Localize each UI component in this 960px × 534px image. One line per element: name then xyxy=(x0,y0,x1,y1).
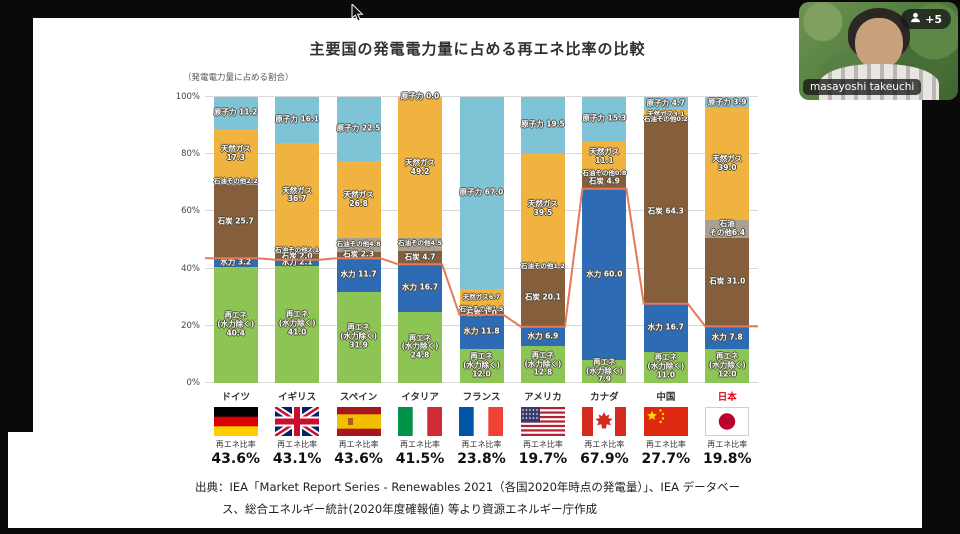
country-usa: アメリカ再エネ比率 19.7% xyxy=(512,389,573,467)
country-name-usa: アメリカ xyxy=(524,392,562,403)
source-line-1: 出典：IEA「Market Report Series - Renewables… xyxy=(195,480,741,494)
ytick-60: 60% xyxy=(181,206,200,217)
bar-japan: 原子力 3.9 天然ガス 39.0 石油 その他6.4 石炭 31.0 水力 7.8 再エネ(… xyxy=(705,97,750,383)
flag-china-icon xyxy=(635,407,696,436)
participant-face xyxy=(854,18,903,70)
ratio-label-france: 再エネ比率 xyxy=(461,440,502,449)
ratio-label-germany: 再エネ比率 xyxy=(215,440,256,449)
flag-france-icon xyxy=(451,407,512,436)
country-china: 中国再エネ比率 27.7% xyxy=(635,389,696,467)
ytick-0: 0% xyxy=(186,378,201,388)
ratio-label-japan: 再エネ比率 xyxy=(707,440,748,449)
country-name-canada: カナダ xyxy=(590,392,619,403)
ratio-value-uk: 43.1% xyxy=(272,451,322,467)
ratio-value-japan: 19.8% xyxy=(702,451,752,467)
ratio-value-france: 23.8% xyxy=(457,451,506,467)
ytick-20: 20% xyxy=(181,320,200,331)
ytick-100: 100% xyxy=(175,92,200,102)
renewable-ratio-line xyxy=(205,187,758,328)
ratio-label-china: 再エネ比率 xyxy=(645,440,686,449)
ratio-value-italy: 41.5% xyxy=(395,451,445,467)
country-name-spain: スペイン xyxy=(339,392,378,403)
country-name-germany: ドイツ xyxy=(221,392,250,403)
shared-slide: 主要国の発電電力量に占める再エネ比率の比較 （発電電力量に占める割合） 原子力 … xyxy=(33,18,922,528)
y-axis-caption: （発電電力量に占める割合） xyxy=(183,73,294,83)
country-uk: イギリス再エネ比率 43.1% xyxy=(266,389,327,467)
segment-japan-coal: 石炭 31.0 xyxy=(705,237,750,327)
person-icon xyxy=(910,12,921,26)
screen-share-edge xyxy=(8,432,33,528)
segment-canada-hydro: 水力 60.0 xyxy=(582,188,627,361)
country-name-china: 中国 xyxy=(656,392,676,403)
country-spain: スペイン再エネ比率 43.6% xyxy=(328,389,389,467)
mouse-cursor-icon xyxy=(351,2,364,26)
ratio-label-canada: 再エネ比率 xyxy=(584,440,625,449)
country-name-uk: イギリス xyxy=(278,392,317,403)
country-name-france: フランス xyxy=(462,392,501,403)
participants-overflow-count: +5 xyxy=(925,12,942,26)
country-canada: カナダ再エネ比率 67.9% xyxy=(574,389,635,467)
ratio-label-spain: 再エネ比率 xyxy=(338,440,379,449)
ytick-80: 80% xyxy=(181,149,200,160)
flag-italy-icon xyxy=(389,407,450,436)
flag-japan-icon xyxy=(697,407,758,436)
ratio-label-uk: 再エネ比率 xyxy=(277,440,318,449)
segment-usa-coal: 石炭 20.1 xyxy=(520,269,565,327)
country-japan: 日本再エネ比率 19.8% xyxy=(697,389,758,467)
ratio-label-usa: 再エネ比率 xyxy=(522,440,563,449)
bar-italy: 原子力 0.0 天然ガス 49.2 石油その他4.5 石炭 4.7 水力 16.7 再エネ(… xyxy=(398,92,443,383)
country-footer: ドイツ再エネ比率 43.6% イギリス再エネ比率 43.1% スペイン再エネ比率 43.6… xyxy=(205,389,758,489)
gridline-100 xyxy=(205,96,758,97)
participant-video[interactable]: +5 masayoshi takeuchi xyxy=(799,2,958,100)
flag-uk-icon xyxy=(266,407,327,436)
participants-count-badge[interactable]: +5 xyxy=(901,9,951,29)
chart-title: 主要国の発電電力量に占める再エネ比率の比較 xyxy=(309,40,646,58)
participant-name-label: masayoshi takeuchi xyxy=(803,79,922,95)
stacked-bar-chart: 原子力 11.2 天然ガス 17.3 石油その他2.2 石炭 25.7 水力 3.2 再エネ… xyxy=(205,92,758,384)
country-france: フランス再エネ比率 23.8% xyxy=(451,389,512,467)
source-note: 出典：IEA「Market Report Series - Renewables… xyxy=(195,477,835,521)
country-name-japan: 日本 xyxy=(717,392,737,403)
flag-canada-icon xyxy=(574,407,635,436)
ratio-value-canada: 67.9% xyxy=(580,451,629,467)
flag-usa-icon xyxy=(512,407,573,436)
segment-italy-renewables: 再エネ (水力除く) 24.8 xyxy=(398,312,443,383)
country-italy: イタリア再エネ比率 41.5% xyxy=(389,389,450,467)
country-name-italy: イタリア xyxy=(401,392,439,403)
ratio-label-italy: 再エネ比率 xyxy=(400,440,441,449)
ratio-value-china: 27.7% xyxy=(641,451,691,467)
country-germany: ドイツ再エネ比率 43.6% xyxy=(205,389,266,467)
flag-spain-icon xyxy=(328,407,389,436)
ratio-value-usa: 19.7% xyxy=(518,451,568,467)
flag-germany-icon xyxy=(205,407,266,436)
source-line-2: ス、総合エネルギー統計(2020年度確報値) 等より資源エネルギー庁作成 xyxy=(222,501,598,516)
ratio-value-spain: 43.6% xyxy=(334,451,383,467)
ytick-40: 40% xyxy=(181,263,200,274)
ratio-value-germany: 43.6% xyxy=(211,451,260,467)
